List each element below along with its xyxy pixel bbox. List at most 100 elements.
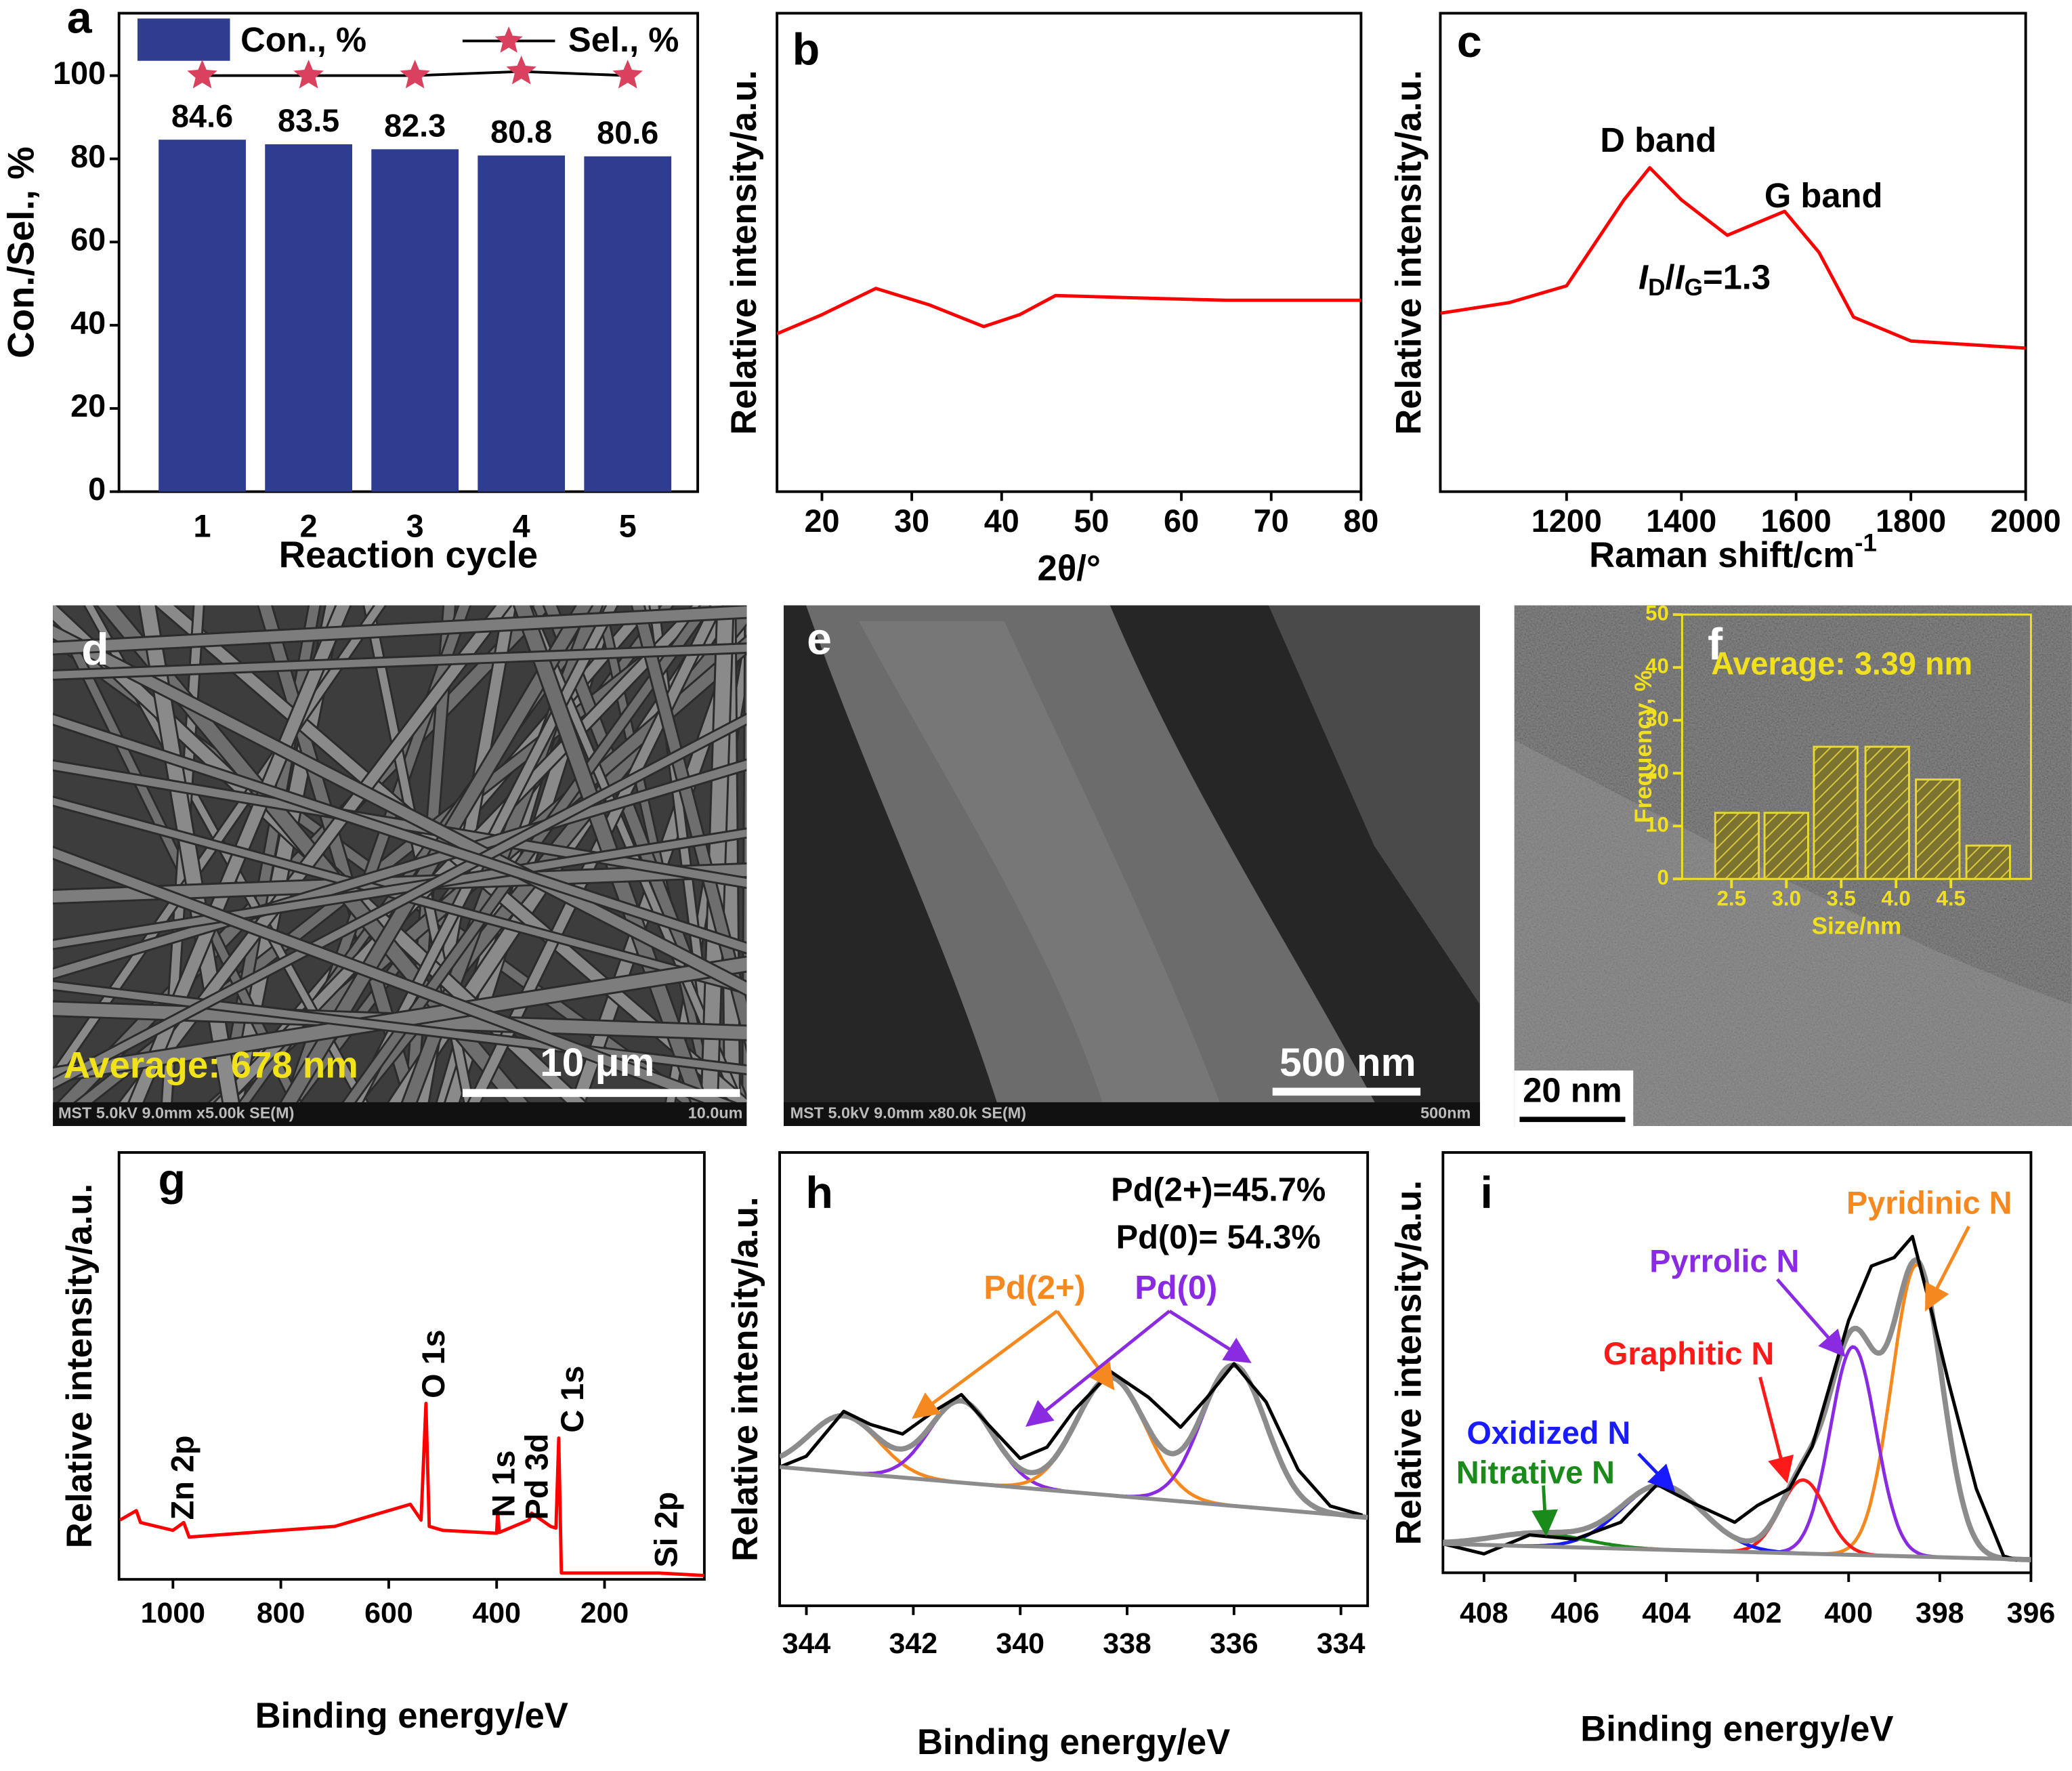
fiber [53,715,747,953]
y-axis-label: Relative intensity/a.u. [60,1184,100,1548]
bar-value-label: 80.8 [490,114,552,150]
y-tick-label: 20 [70,388,106,423]
y-axis-label: Relative intensity/a.u. [725,1196,765,1561]
panel-label: a [67,0,93,43]
annotation: N 1s [486,1451,522,1518]
histogram-bar [1915,778,1961,880]
x-tick-label: 80 [1343,503,1378,539]
y-tick-label: 30 [1645,707,1669,730]
arrow [1055,1310,1115,1391]
x-tick-label: 408 [1460,1597,1508,1629]
x-tick-label: 338 [1103,1627,1151,1660]
baseline [780,1465,1368,1520]
x-tick-label: 334 [1317,1627,1366,1660]
selectivity-marker [400,60,430,89]
plot-frame [776,12,1363,493]
spectrum [119,1402,704,1577]
x-tick-label: 20 [804,503,839,539]
annotation: Pd(0) [1135,1270,1217,1306]
histogram-bar [1763,812,1809,880]
x-axis-label: Size/nm [1812,913,1902,940]
histogram-bar [1813,745,1859,880]
x-axis-label-text: Raman shift/cm [1589,535,1855,575]
x-axis-label: 2θ/° [1038,549,1101,589]
fiber [53,761,747,888]
spectrum [1443,1234,2018,1562]
panel-label: b [792,25,820,75]
annotation: Oxidized N [1466,1415,1630,1451]
y-tick-label: 40 [1645,654,1669,678]
histogram-bar [1965,844,2011,880]
legend-label: Con., % [240,20,366,59]
y-axis-label: Relative intensity/a.u. [1389,1180,1429,1545]
x-axis-label: Raman shift/cm-1 [1589,528,1877,575]
selectivity-marker [187,60,217,89]
annotation: Zn 2p [165,1436,200,1520]
annotation: Nitrative N [1456,1455,1615,1490]
y-axis-label: Relative intensity/a.u. [1389,70,1429,434]
panel-label: g [158,1154,186,1205]
x-tick-label: 400 [472,1597,521,1629]
x-tick-label: 400 [1824,1597,1873,1629]
selectivity-marker [506,56,536,85]
x-tick-label: 1400 [1646,503,1716,539]
fiber [53,626,747,995]
y-axis-label: Frequency, % [1630,670,1657,823]
annotation: Pyrrolic N [1649,1243,1799,1278]
annotation: C 1s [555,1366,590,1433]
x-tick-label: 344 [782,1627,831,1660]
x-tick-label: 60 [1164,503,1199,539]
x-tick-label: 336 [1210,1627,1259,1660]
x-tick-label: 1000 [141,1597,205,1629]
y-tick-label: 100 [53,56,106,91]
y-tick-label: 40 [70,305,106,340]
annotation: Pd(2+) [984,1270,1085,1306]
histogram-bar [1714,812,1760,880]
scale-bar-label: 500 nm [1280,1041,1416,1085]
x-tick-label: 30 [894,503,929,539]
micrographs: MST 5.0kV 9.0mm x5.00k SE(M) 10.0um 10 μm A… [53,605,2072,1127]
x-tick-label: 600 [364,1597,413,1629]
ratio-part: =1.3 [1703,258,1771,297]
scale-bar-label: 20 nm [1523,1071,1622,1110]
x-tick-label: 404 [1642,1597,1691,1629]
bar [371,149,459,492]
legend-label: Sel., % [568,20,679,59]
annotation: Graphitic N [1603,1336,1774,1371]
x-tick-label: 340 [996,1627,1044,1660]
y-tick-label: 0 [1657,865,1669,889]
x-tick-label: 800 [257,1597,305,1629]
fiber [53,606,747,654]
scale-bar-label: 10 μm [540,1041,654,1085]
plot-frame [778,1151,1370,1608]
micrograph [53,605,747,1127]
fiber-highlight [859,621,1229,1127]
fiber [276,605,470,1127]
fiber [53,829,747,949]
fit-envelope [780,1362,1368,1520]
arrow [1168,1310,1252,1363]
x-tick-label: 200 [580,1597,629,1629]
y-tick-label: 80 [70,139,106,174]
ratio-part: G [1685,274,1703,301]
arrow [1531,1485,1559,1537]
info-bar [53,1102,747,1127]
fiber [53,982,747,1074]
spectrum [777,287,1361,335]
fiber [53,957,747,1082]
bar [265,144,352,492]
y-axis-label: Con./Sel., % [1,146,42,358]
arrow [912,1310,1059,1419]
scale-info-value: 10.0um [688,1104,743,1122]
plot-frame [117,1151,706,1581]
x-tick-label: 4.5 [1936,887,1965,911]
x-tick-label: 3 [406,509,424,544]
bar [584,156,672,492]
x-tick-label: 4 [513,509,530,544]
image-annotation: Average: 678 nm [64,1045,358,1086]
arrow [1776,1278,1846,1358]
fiber [53,644,747,679]
